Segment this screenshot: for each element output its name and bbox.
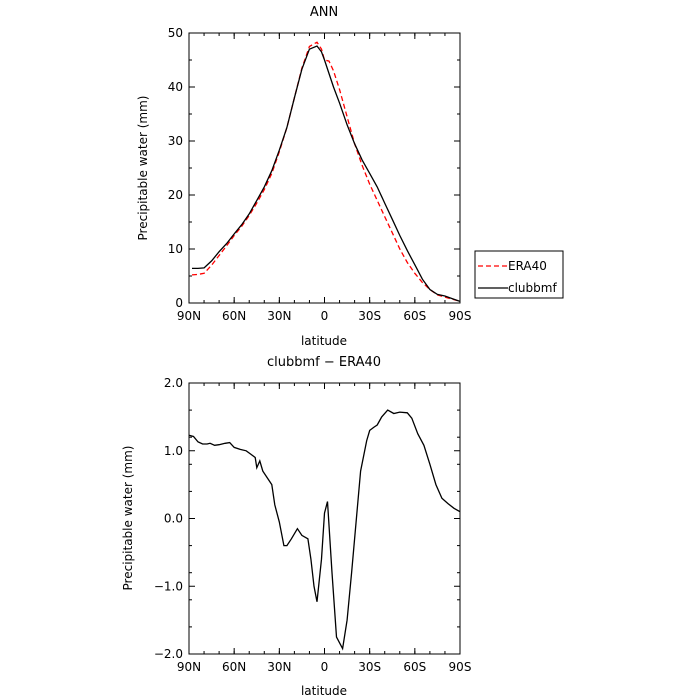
y-tick-label: 0.0 (164, 512, 183, 526)
y-tick-label: 30 (168, 134, 183, 148)
y-tick-label: 2.0 (164, 376, 183, 390)
x-tick-label: 0 (321, 309, 329, 323)
y-axis-label: Precipitable water (mm) (136, 96, 150, 241)
legend-label-era40: ERA40 (508, 259, 547, 273)
x-tick-label: 90N (177, 309, 201, 323)
axis-ticks: 90N 60N 30N 0 30S 60S 90S 0 10 20 30 40 50 (168, 26, 472, 323)
x-tick-label: 90N (177, 660, 201, 674)
x-tick-label: 0 (321, 660, 329, 674)
y-tick-label: 20 (168, 188, 183, 202)
x-tick-label: 30S (358, 309, 381, 323)
y-tick-label: 0 (175, 296, 183, 310)
y-tick-label: 50 (168, 26, 183, 40)
x-tick-label: 30N (267, 309, 291, 323)
series-lines (191, 41, 461, 303)
x-tick-label: 30S (358, 660, 381, 674)
x-tick-label: 90S (449, 660, 472, 674)
bottom-chart: clubbmf − ERA40 Precipitable water (mm) … (121, 355, 471, 698)
x-axis-label: latitude (301, 334, 347, 348)
axis-ticks: 90N 60N 30N 0 30S 60S 90S −2.0 −1.0 0.0 1.0 2.0 (154, 376, 472, 674)
plot-frame (188, 32, 461, 304)
y-tick-label: 10 (168, 242, 183, 256)
x-tick-label: 60S (403, 309, 426, 323)
chart-title: ANN (310, 5, 338, 20)
y-tick-label: 40 (168, 80, 183, 94)
legend-box (474, 250, 564, 299)
series-lines (188, 409, 461, 651)
series-line-clubbmf-era40 (188, 409, 461, 651)
legend-label-clubbmf: clubbmf (508, 281, 557, 295)
x-tick-label: 60N (222, 660, 246, 674)
y-tick-label: −2.0 (154, 647, 183, 661)
top-chart: ANN Precipitable water (mm) latitude 90N… (136, 5, 564, 348)
y-axis-label: Precipitable water (mm) (121, 446, 135, 591)
legend: ERA40 clubbmf (474, 250, 564, 299)
x-tick-label: 30N (267, 660, 291, 674)
series-line-clubbmf (192, 45, 461, 303)
x-axis-label: latitude (301, 684, 347, 698)
x-tick-label: 60N (222, 309, 246, 323)
y-tick-label: −1.0 (154, 579, 183, 593)
x-tick-label: 90S (449, 309, 472, 323)
y-tick-label: 1.0 (164, 444, 183, 458)
series-line-era40 (191, 41, 461, 303)
chart-title: clubbmf − ERA40 (267, 355, 381, 370)
x-tick-label: 60S (403, 660, 426, 674)
